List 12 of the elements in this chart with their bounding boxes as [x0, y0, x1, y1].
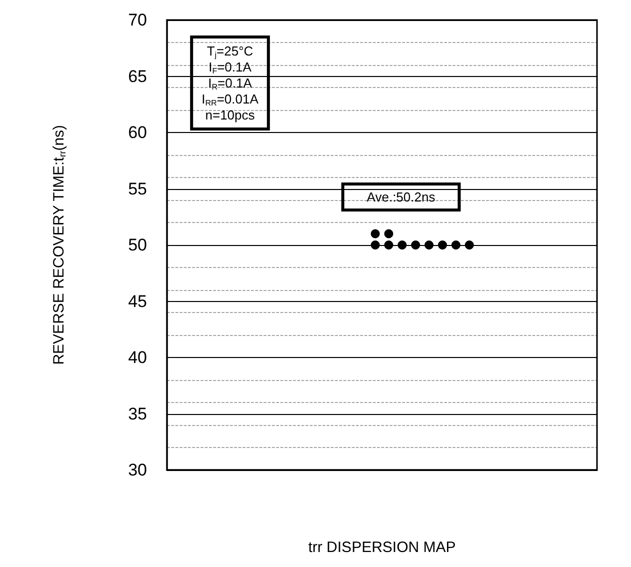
y-tick-label: 60 — [128, 123, 147, 142]
annotation: Ave.:50.2ns — [366, 190, 436, 204]
y-tick-label: 40 — [128, 348, 147, 367]
y-tick-label: 30 — [128, 460, 147, 480]
y-tick-label: 70 — [128, 10, 147, 30]
y-tick-label: 50 — [128, 236, 147, 254]
y-axis-title: REVERSE RECOVERY TIME:trr(ns) — [50, 124, 68, 365]
y-tick-label: 65 — [128, 66, 147, 86]
x-axis-title: trr DISPERSION MAP — [308, 539, 456, 556]
y-tick-label: 45 — [128, 292, 147, 311]
y-tick-label: 35 — [128, 404, 147, 424]
y-tick-label: 55 — [128, 179, 147, 198]
